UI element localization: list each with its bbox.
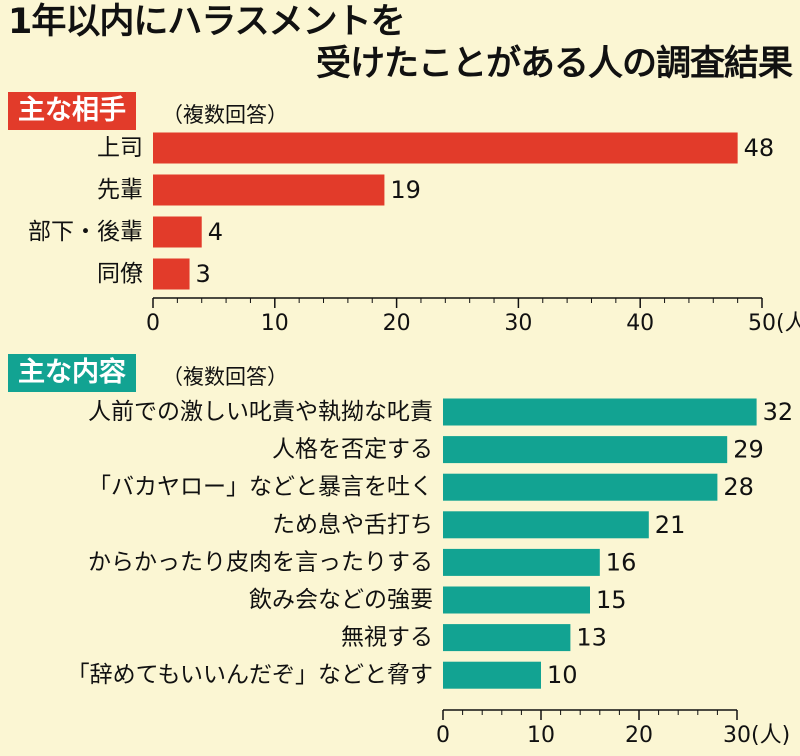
x-tick-label-partner-4: 40 (626, 311, 654, 336)
data-label-content-2: 28 (723, 473, 754, 501)
x-tick-label-content-1: 10 (527, 723, 555, 748)
chart-title-line-2: 受けたことがある人の調査結果 (315, 44, 793, 84)
category-label-content-1: 人格を否定する (272, 437, 433, 463)
x-unit-label-partner: (人) (776, 311, 800, 336)
section-note-content: （複数回答） (162, 365, 288, 389)
data-label-content-0: 32 (763, 398, 794, 426)
bar-content-5 (443, 586, 590, 614)
bar-content-7 (443, 661, 541, 689)
category-label-content-2: 「バカヤロー」などと暴言を吐く (88, 474, 433, 500)
bar-content-4 (443, 548, 600, 576)
data-label-content-4: 16 (606, 548, 637, 576)
section-note-partner: （複数回答） (162, 103, 288, 127)
bar-content-3 (443, 511, 649, 539)
x-tick-label-partner-3: 30 (504, 311, 532, 336)
data-label-partner-1: 19 (390, 176, 421, 204)
data-label-content-1: 29 (733, 436, 764, 464)
bar-partner-2 (153, 216, 202, 248)
category-label-content-6: 無視する (341, 625, 433, 651)
data-label-partner-0: 48 (744, 134, 775, 162)
data-label-content-3: 21 (655, 511, 686, 539)
category-label-content-5: 飲み会などの強要 (249, 587, 433, 613)
bar-partner-0 (153, 132, 738, 164)
category-label-partner-1: 先輩 (97, 177, 143, 203)
x-unit-label-content: (人) (751, 723, 790, 748)
bar-content-2 (443, 473, 718, 501)
section-title-partner: 主な相手 (8, 92, 136, 130)
x-tick-label-partner-5: 50 (748, 311, 776, 336)
bar-content-1 (443, 436, 728, 464)
category-label-partner-3: 同僚 (97, 261, 143, 287)
data-label-content-5: 15 (596, 586, 627, 614)
category-label-partner-0: 上司 (97, 135, 143, 161)
category-label-content-7: 「辞めてもいいんだぞ」などと脅す (67, 662, 433, 688)
x-tick-label-partner-0: 0 (146, 311, 160, 336)
category-label-content-3: ため息や舌打ち (272, 512, 433, 538)
x-tick-label-partner-1: 10 (261, 311, 289, 336)
data-label-content-7: 10 (547, 661, 578, 689)
category-label-content-4: からかったり皮肉を言ったりする (88, 549, 433, 575)
data-label-partner-2: 4 (208, 218, 223, 246)
x-tick-label-partner-2: 20 (383, 311, 411, 336)
chart-title-line-1: 1年以内にハラスメントを (8, 2, 406, 42)
x-tick-label-content-2: 20 (625, 723, 653, 748)
bar-content-6 (443, 624, 571, 652)
data-label-partner-3: 3 (196, 260, 211, 288)
data-label-content-6: 13 (576, 624, 607, 652)
section-title-content: 主な内容 (8, 354, 136, 392)
bar-partner-3 (153, 258, 190, 290)
x-tick-label-content-3: 30 (723, 723, 751, 748)
category-label-partner-2: 部下・後輩 (28, 219, 143, 245)
x-tick-label-content-0: 0 (436, 723, 450, 748)
bar-content-0 (443, 398, 757, 426)
bar-partner-1 (153, 174, 385, 206)
category-label-content-0: 人前での激しい叱責や執拗な叱責 (88, 399, 433, 425)
